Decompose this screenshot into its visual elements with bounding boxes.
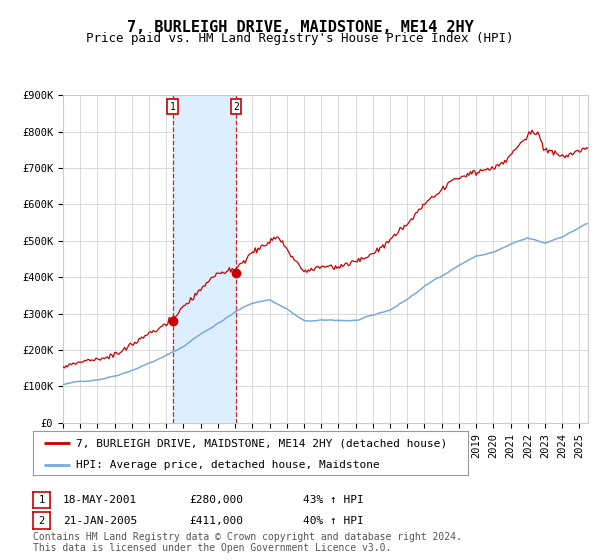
- Text: HPI: Average price, detached house, Maidstone: HPI: Average price, detached house, Maid…: [77, 460, 380, 470]
- Text: 2: 2: [38, 516, 44, 526]
- Text: 21-JAN-2005: 21-JAN-2005: [63, 516, 137, 526]
- Text: 1: 1: [38, 495, 44, 505]
- Text: Price paid vs. HM Land Registry's House Price Index (HPI): Price paid vs. HM Land Registry's House …: [86, 32, 514, 45]
- Text: 40% ↑ HPI: 40% ↑ HPI: [303, 516, 364, 526]
- Text: Contains HM Land Registry data © Crown copyright and database right 2024.
This d: Contains HM Land Registry data © Crown c…: [33, 531, 462, 553]
- Text: 18-MAY-2001: 18-MAY-2001: [63, 495, 137, 505]
- Text: 1: 1: [170, 102, 176, 112]
- Text: £411,000: £411,000: [189, 516, 243, 526]
- Text: £280,000: £280,000: [189, 495, 243, 505]
- Bar: [173, 95, 236, 423]
- Text: 7, BURLEIGH DRIVE, MAIDSTONE, ME14 2HY (detached house): 7, BURLEIGH DRIVE, MAIDSTONE, ME14 2HY (…: [77, 438, 448, 449]
- Text: 7, BURLEIGH DRIVE, MAIDSTONE, ME14 2HY: 7, BURLEIGH DRIVE, MAIDSTONE, ME14 2HY: [127, 20, 473, 35]
- Text: 43% ↑ HPI: 43% ↑ HPI: [303, 495, 364, 505]
- Text: 2: 2: [233, 102, 239, 112]
